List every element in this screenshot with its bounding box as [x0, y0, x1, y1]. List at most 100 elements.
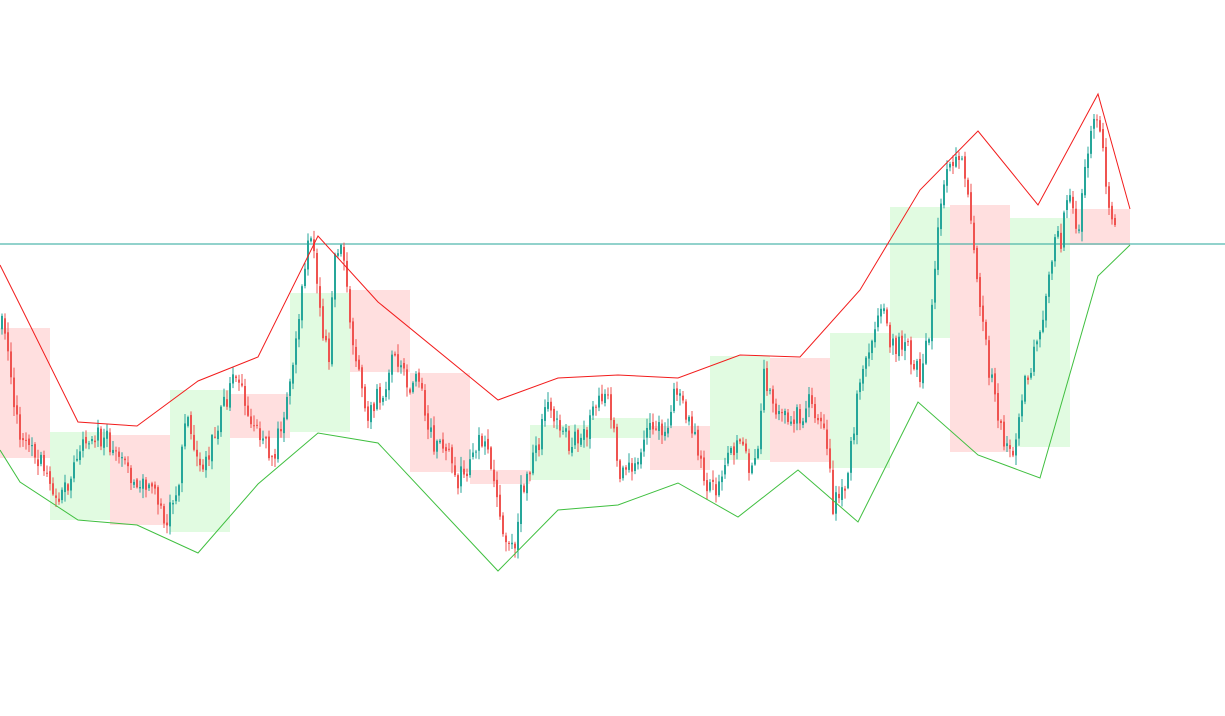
candle-body-112: [337, 253, 339, 256]
candle-body-120: [361, 367, 363, 389]
candle-body-292: [877, 315, 879, 328]
candle-body-72: [217, 430, 219, 440]
candle-body-318: [955, 156, 957, 167]
candle-body-237: [712, 479, 714, 482]
candle-body-218: [655, 428, 657, 430]
candle-body-355: [1066, 200, 1068, 211]
candle-body-368: [1105, 146, 1107, 187]
candle-body-82: [247, 405, 249, 416]
candle-body-115: [346, 260, 348, 287]
candle-body-204: [613, 420, 615, 429]
candle-body-87: [262, 438, 264, 441]
candle-body-46: [139, 487, 141, 489]
candle-body-86: [259, 428, 261, 441]
candle-body-28: [85, 436, 87, 444]
candle-body-70: [211, 435, 213, 462]
candle-body-305: [916, 360, 918, 370]
candle-body-168: [505, 535, 507, 543]
candle-body-118: [355, 346, 357, 362]
candle-body-11: [34, 444, 36, 458]
candle-body-302: [907, 341, 909, 343]
candle-body-59: [178, 485, 180, 496]
candle-body-249: [748, 453, 750, 473]
bearish-zone-box-2: [110, 435, 170, 525]
candle-body-100: [301, 286, 303, 321]
candle-body-8: [25, 439, 27, 441]
candle-body-223: [670, 411, 672, 426]
candle-body-250: [751, 465, 753, 474]
candle-body-248: [745, 443, 747, 452]
candle-body-84: [253, 425, 255, 427]
candle-body-301: [904, 342, 906, 351]
candle-body-99: [298, 319, 300, 340]
candle-body-2: [7, 332, 9, 352]
candle-body-269: [808, 394, 810, 408]
candle-body-173: [520, 484, 522, 524]
candle-body-159: [478, 434, 480, 451]
candle-body-3: [10, 351, 12, 378]
candle-body-199: [598, 395, 600, 408]
candle-body-219: [658, 422, 660, 431]
candle-body-172: [517, 521, 519, 551]
candle-body-49: [148, 484, 150, 489]
candle-body-296: [889, 324, 891, 348]
candle-body-328: [985, 321, 987, 340]
candle-body-183: [550, 401, 552, 411]
candle-body-129: [388, 372, 390, 391]
candle-body-261: [784, 410, 786, 416]
candle-body-27: [82, 439, 84, 451]
candle-body-203: [610, 394, 612, 421]
candle-body-98: [295, 338, 297, 365]
candle-body-153: [460, 466, 462, 487]
candle-body-22: [67, 484, 69, 491]
candle-body-101: [304, 268, 306, 287]
candle-body-178: [535, 445, 537, 453]
candle-body-192: [577, 429, 579, 444]
candle-body-77: [232, 374, 234, 384]
candle-body-290: [871, 340, 873, 354]
candle-body-337: [1012, 450, 1014, 456]
candle-body-212: [637, 461, 639, 465]
candle-body-7: [22, 438, 24, 441]
candle-body-60: [181, 446, 183, 484]
candle-body-114: [343, 246, 345, 261]
candle-body-304: [913, 363, 915, 370]
candle-body-356: [1069, 195, 1071, 202]
candle-body-88: [265, 436, 267, 439]
candle-body-371: [1114, 217, 1116, 226]
candle-body-42: [127, 462, 129, 467]
candle-body-23: [70, 478, 72, 491]
candle-body-1: [4, 318, 6, 334]
candle-body-94: [283, 417, 285, 434]
candle-body-276: [829, 448, 831, 469]
candle-body-127: [382, 397, 384, 402]
candle-body-18: [55, 495, 57, 498]
candle-body-105: [316, 253, 318, 284]
zone-boxes: [0, 205, 1130, 532]
candle-body-188: [565, 428, 567, 432]
candle-body-357: [1072, 196, 1074, 209]
candle-body-16: [49, 471, 51, 484]
candle-body-63: [190, 415, 192, 435]
candle-body-81: [244, 386, 246, 406]
candle-body-260: [781, 412, 783, 414]
candle-body-353: [1060, 232, 1062, 249]
candle-body-177: [532, 452, 534, 474]
candle-body-239: [718, 481, 720, 496]
candle-body-39: [118, 451, 120, 457]
candle-body-158: [475, 451, 477, 453]
candle-body-334: [1003, 421, 1005, 447]
candle-body-285: [856, 393, 858, 436]
candle-body-151: [454, 465, 456, 476]
candle-body-314: [943, 184, 945, 206]
candle-body-369: [1108, 186, 1110, 208]
upper-envelope-line: [0, 92, 1131, 427]
candle-body-191: [574, 431, 576, 446]
candle-body-256: [769, 389, 771, 391]
candle-body-312: [937, 227, 939, 270]
candle-body-33: [100, 428, 102, 447]
candle-body-226: [679, 393, 681, 396]
candle-body-319: [958, 155, 960, 160]
bullish-zone-box-10: [590, 418, 650, 438]
candle-body-266: [799, 409, 801, 424]
